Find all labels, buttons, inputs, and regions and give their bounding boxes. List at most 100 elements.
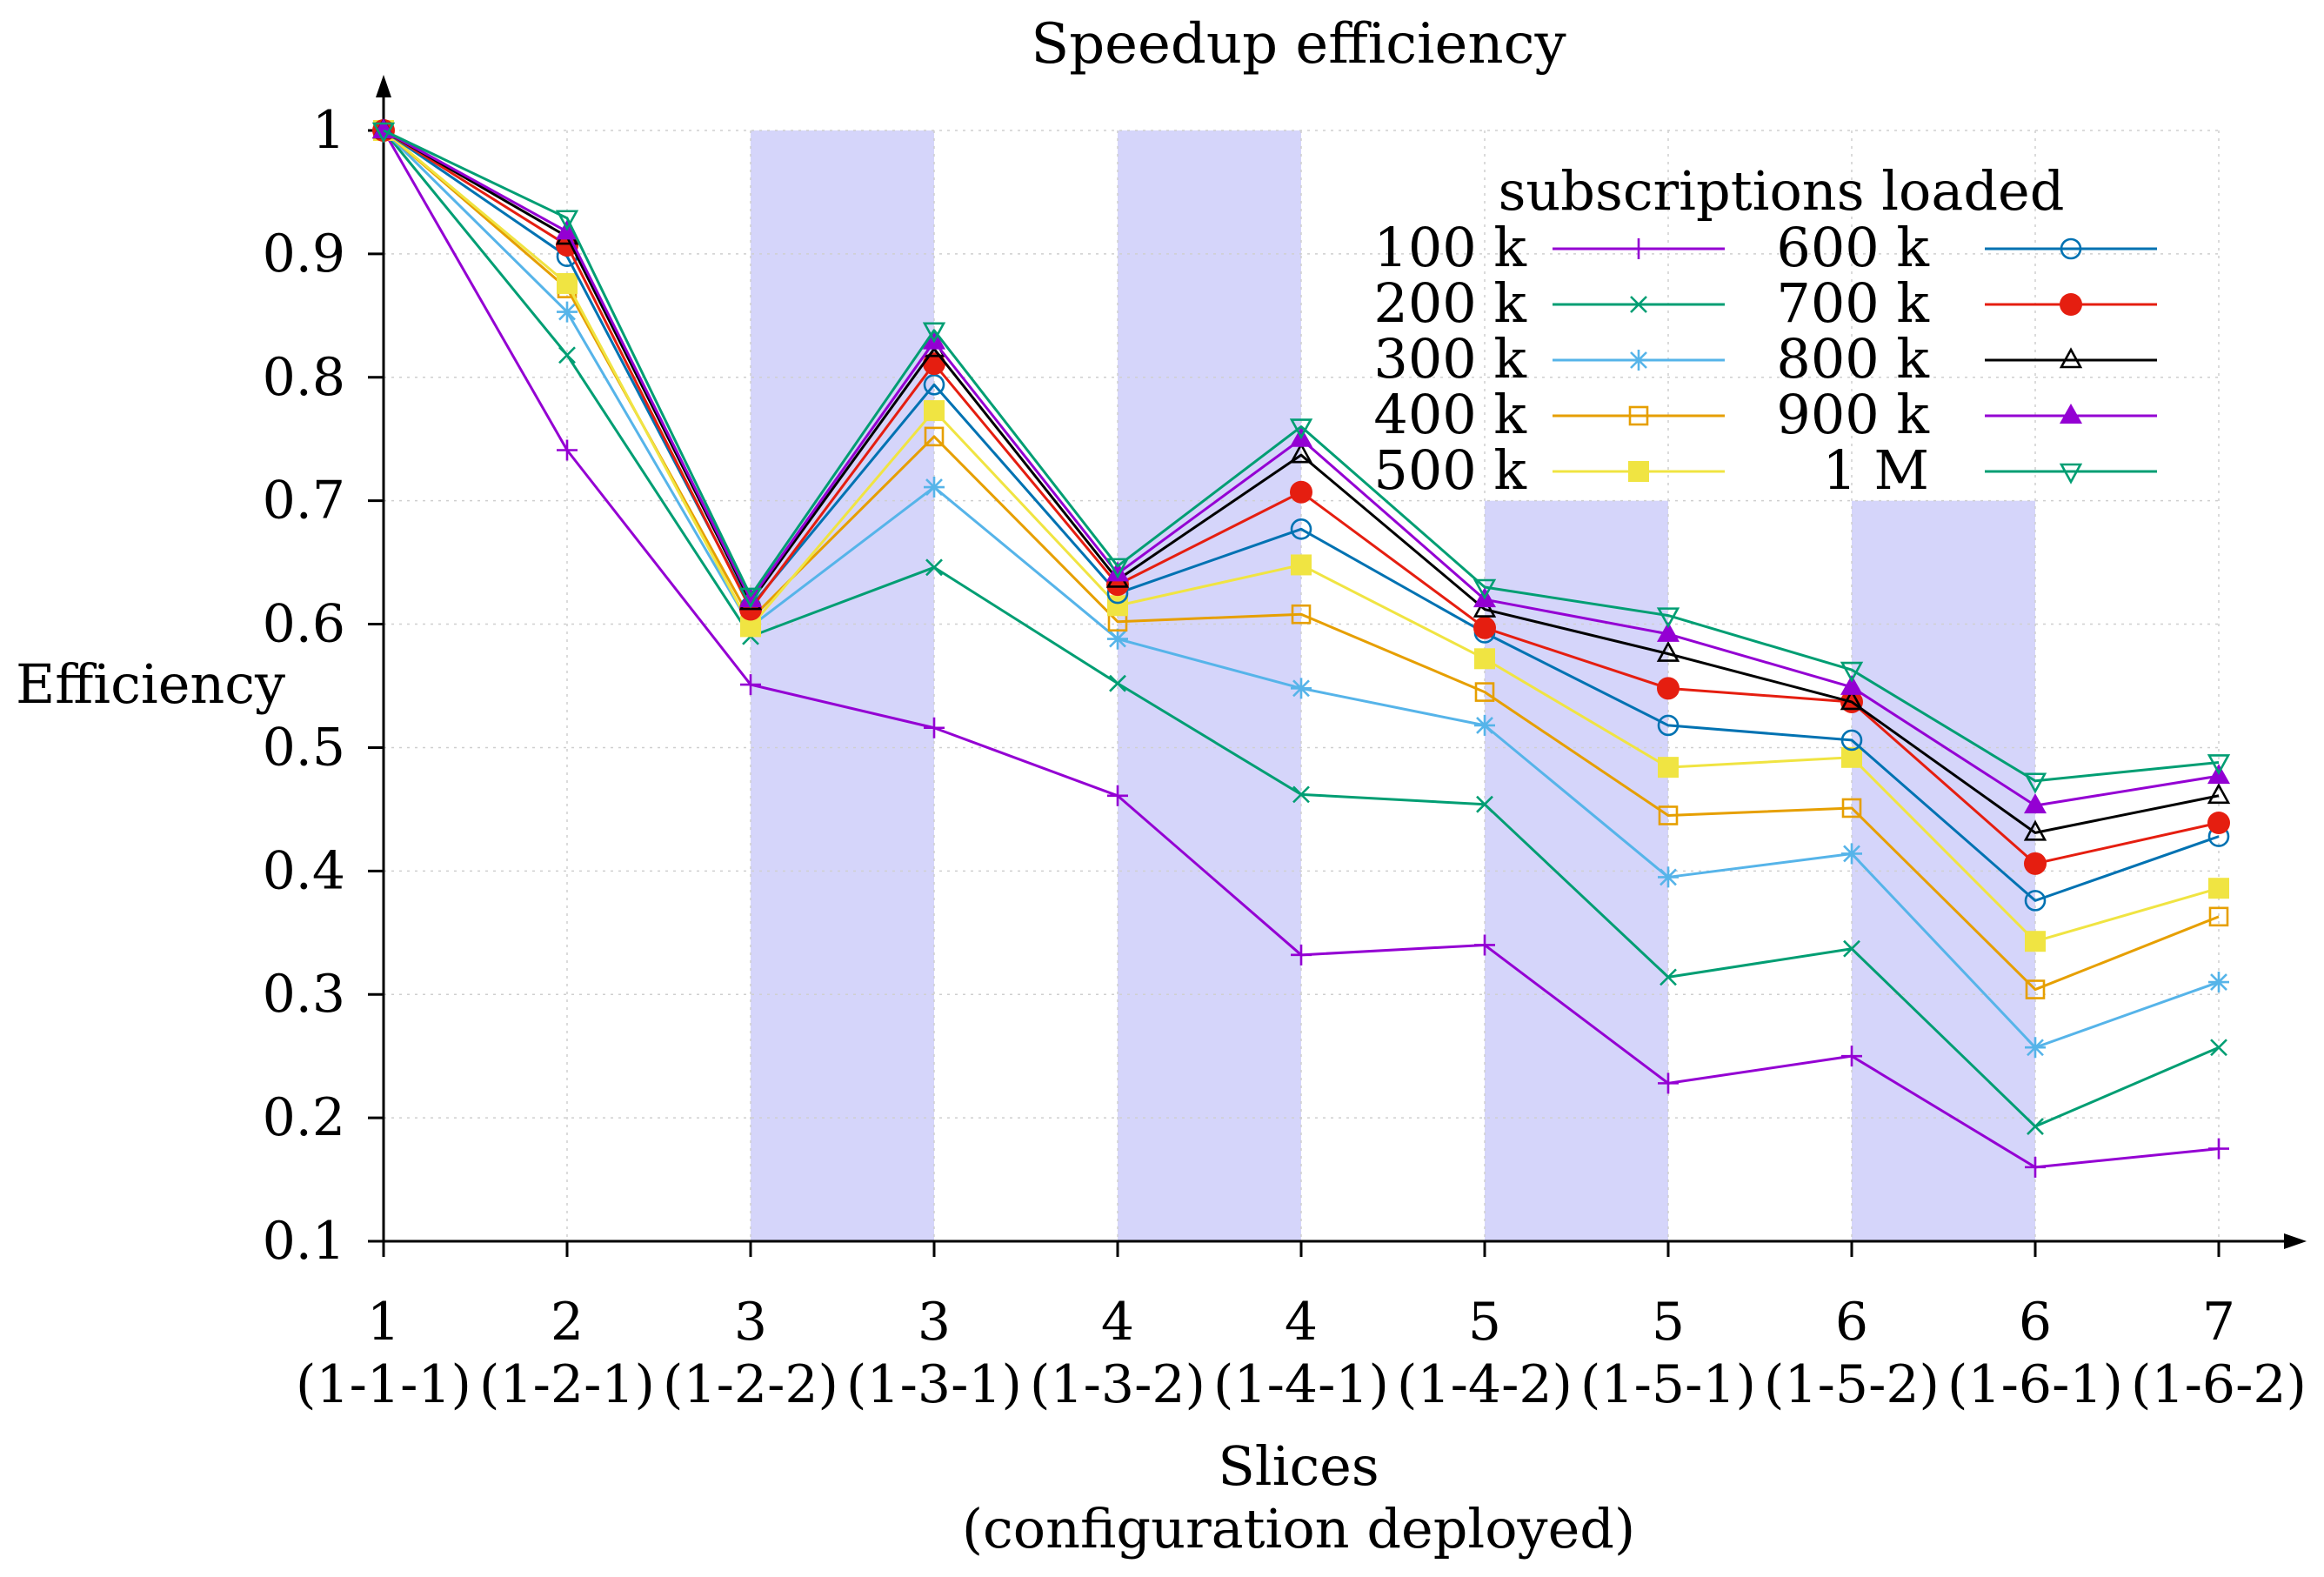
data-point xyxy=(1474,648,1495,670)
x-tick-label: 4 xyxy=(1101,1292,1134,1353)
data-point xyxy=(2208,972,2229,993)
x-tick-sublabel: (1-4-1) xyxy=(1213,1354,1389,1415)
x-tick-sublabel: (1-1-1) xyxy=(296,1354,471,1415)
data-point xyxy=(924,717,945,738)
legend-entry: 1 M xyxy=(1822,438,2157,502)
legend-entry: 700 k xyxy=(1776,271,2157,335)
data-point xyxy=(923,373,945,396)
data-point xyxy=(1107,628,1128,650)
x-tick-sublabel: (1-3-1) xyxy=(846,1354,1022,1415)
data-point xyxy=(1657,677,1680,700)
y-axis-arrow xyxy=(376,75,391,97)
data-point xyxy=(1474,934,1495,956)
x-tick-sublabel: (1-2-1) xyxy=(479,1354,655,1415)
x-tick-sublabel: (1-4-2) xyxy=(1397,1354,1573,1415)
legend-entry: 300 k xyxy=(1373,327,1725,391)
data-point xyxy=(1660,968,1677,986)
data-point xyxy=(557,272,578,294)
legend-label: 400 k xyxy=(1373,383,1526,446)
data-point xyxy=(1290,480,1312,504)
y-tick-label: 0.5 xyxy=(263,717,345,778)
data-point xyxy=(1292,785,1310,804)
x-tick-sublabel: (1-2-2) xyxy=(663,1354,838,1415)
data-point xyxy=(924,400,945,422)
data-point xyxy=(1841,798,1862,819)
x-tick-sublabel: (1-5-2) xyxy=(1764,1354,1940,1415)
data-point xyxy=(1109,674,1126,692)
legend-label: 300 k xyxy=(1373,327,1526,391)
data-point xyxy=(1656,640,1680,662)
data-point xyxy=(1474,714,1495,736)
data-point xyxy=(2024,890,2047,912)
legend-entry: 900 k xyxy=(1776,383,2157,446)
legend-title: subscriptions loaded xyxy=(1499,159,2065,223)
y-tick-label: 0.2 xyxy=(263,1087,345,1148)
data-point xyxy=(1473,596,1497,618)
data-point xyxy=(1107,785,1128,806)
y-axis-label: Efficiency xyxy=(16,652,285,716)
data-point xyxy=(1291,554,1312,576)
legend-marker xyxy=(2060,293,2082,316)
legend-entry: 200 k xyxy=(1373,271,1725,335)
x-tick-label: 6 xyxy=(2019,1292,2052,1353)
x-axis-arrow xyxy=(2284,1233,2307,1249)
data-point xyxy=(2208,1138,2229,1159)
y-tick-label: 0.1 xyxy=(263,1211,345,1272)
legend-entry: 500 k xyxy=(1373,438,1725,502)
data-point xyxy=(2024,793,2047,814)
series-line xyxy=(383,129,2220,783)
data-point xyxy=(1473,578,1497,600)
data-point xyxy=(1840,674,1863,695)
data-point xyxy=(738,587,763,609)
data-point xyxy=(2024,852,2047,875)
legend-marker xyxy=(1628,405,1649,426)
x-tick-label: 3 xyxy=(734,1292,767,1353)
data-point xyxy=(2207,811,2230,834)
legend-marker xyxy=(1628,461,1649,482)
data-point xyxy=(1843,939,1860,958)
data-point xyxy=(924,426,945,447)
y-tick-label: 0.7 xyxy=(263,471,345,531)
x-tick-label: 7 xyxy=(2202,1292,2235,1353)
data-point xyxy=(1657,621,1680,642)
data-point xyxy=(1658,866,1679,888)
data-point xyxy=(1291,944,1312,966)
legend-entry: 600 k xyxy=(1776,216,2157,279)
shaded-region xyxy=(1118,130,1301,1241)
data-point xyxy=(2207,783,2231,805)
legend-marker xyxy=(1630,296,1647,313)
series-line xyxy=(383,129,2220,992)
legend-marker xyxy=(2060,237,2082,260)
data-point xyxy=(1840,661,1864,683)
legend-label: 700 k xyxy=(1776,271,1929,335)
legend-marker xyxy=(2059,347,2083,369)
x-tick-label: 2 xyxy=(551,1292,584,1353)
data-point xyxy=(2025,979,2046,999)
data-point xyxy=(924,477,945,498)
data-point xyxy=(2025,1037,2046,1059)
data-point xyxy=(1106,561,1129,582)
data-point xyxy=(2027,1118,2044,1135)
grid xyxy=(384,130,2220,1241)
data-point xyxy=(1841,1046,1862,1067)
data-point xyxy=(1474,682,1495,702)
series-line xyxy=(383,129,2220,834)
x-axis-sublabel: (configuration deployed) xyxy=(962,1497,1635,1560)
x-tick-sublabel: (1-3-2) xyxy=(1030,1354,1205,1415)
x-tick-sublabel: (1-5-1) xyxy=(1580,1354,1756,1415)
data-point xyxy=(1476,795,1493,813)
x-tick-label: 1 xyxy=(367,1292,400,1353)
y-tick-label: 0.6 xyxy=(263,594,345,655)
legend-label: 900 k xyxy=(1776,383,1929,446)
data-point xyxy=(1658,1072,1679,1094)
x-tick-label: 4 xyxy=(1285,1292,1318,1353)
y-tick-label: 0.8 xyxy=(263,347,345,408)
data-point xyxy=(1473,616,1496,639)
legend-entry: 800 k xyxy=(1776,327,2157,391)
legend-marker xyxy=(1628,350,1649,371)
legend-label: 100 k xyxy=(1373,216,1526,279)
data-point xyxy=(2208,906,2229,927)
y-tick-label: 1 xyxy=(312,100,345,161)
